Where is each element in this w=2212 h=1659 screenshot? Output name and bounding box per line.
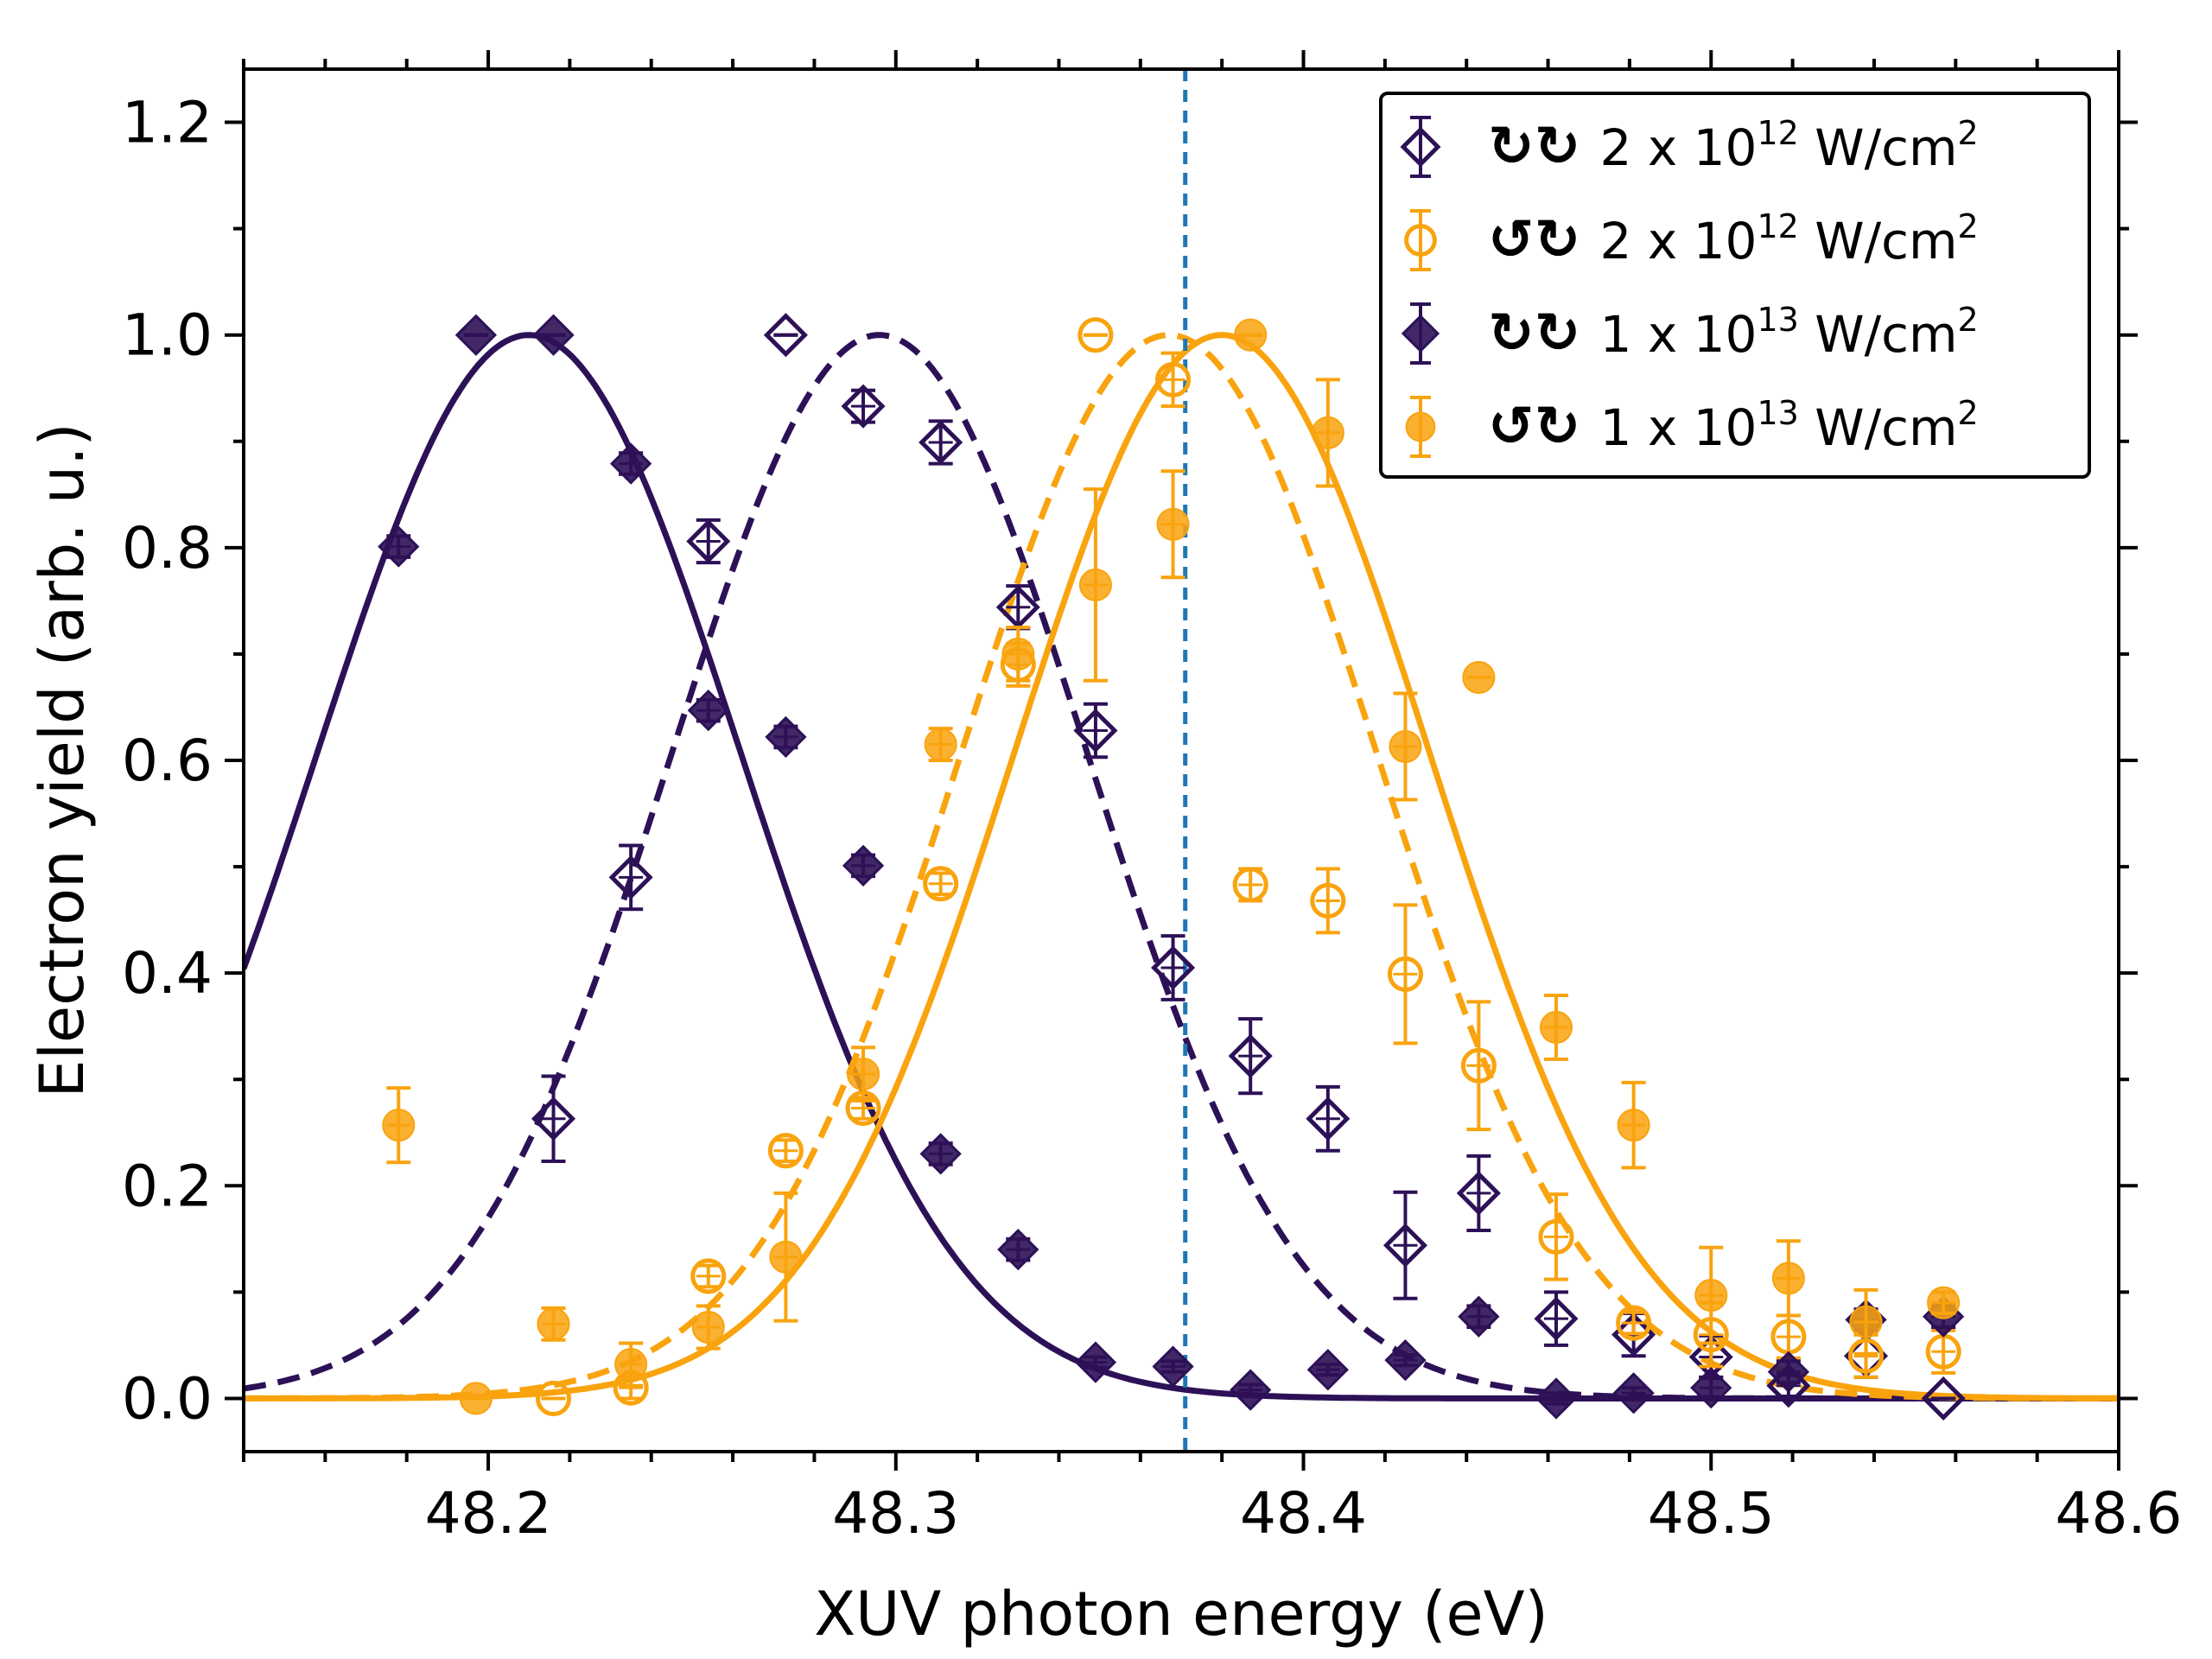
- data-point: [1306, 1096, 1351, 1141]
- data-point: [1155, 361, 1192, 397]
- data-points: [378, 313, 1966, 1421]
- data-point: [1534, 1296, 1579, 1341]
- data-point: [767, 1133, 804, 1169]
- x-tick-labels: 48.2 48.3 48.4 48.5 48.6: [425, 1480, 2183, 1547]
- data-point: [763, 313, 808, 358]
- y-axis-title: Electron yield (arb. u.): [27, 423, 98, 1097]
- legend-entry: ↺↻ 2 x 1012 W/cm2: [1404, 207, 1979, 272]
- data-point: [1228, 1033, 1273, 1078]
- legend-frame: [1379, 92, 2091, 479]
- data-point: [1232, 867, 1268, 903]
- data-point: [1151, 945, 1196, 990]
- y-tick-labels: 0.0 0.2 0.4 0.6 0.8 1.0 1.2: [122, 90, 213, 1433]
- legend-label: ↺↻ 2 x 1012 W/cm2: [1488, 207, 1979, 272]
- y-tick-label: 0.2: [122, 1153, 213, 1219]
- y-tick-label: 0.8: [122, 515, 213, 582]
- data-point: [1456, 1171, 1501, 1216]
- legend-marker: [1404, 224, 1437, 257]
- legend-marker: [1400, 126, 1441, 168]
- x-tick-label: 48.6: [2056, 1480, 2183, 1547]
- series-2: [378, 314, 1965, 1420]
- x-tick-label: 48.4: [1240, 1480, 1367, 1547]
- data-point: [1460, 1047, 1497, 1084]
- data-point: [1073, 709, 1118, 753]
- legend-label: ↺↻ 1 x 1013 W/cm2: [1488, 394, 1979, 459]
- data-point: [531, 1096, 576, 1141]
- legend-entry: ↻↻ 2 x 1012 W/cm2: [1400, 114, 1979, 179]
- x-tick-label: 48.3: [832, 1480, 959, 1547]
- legend-entry: ↺↻ 1 x 1013 W/cm2: [1405, 394, 1979, 459]
- legend: ↻↻ 2 x 1012 W/cm2 ↺↻ 2 x 1012 W/cm2 ↻↻ 1 x…: [1379, 92, 2091, 479]
- data-point: [1387, 956, 1423, 992]
- data-point: [1538, 1218, 1574, 1255]
- y-tick-label: 0.0: [122, 1365, 213, 1432]
- series-3: [382, 318, 1961, 1415]
- data-point: [608, 855, 653, 899]
- axis-ticks: [225, 50, 2138, 1471]
- legend-label: ↻↻ 1 x 1013 W/cm2: [1488, 301, 1979, 365]
- x-axis-title: XUV photon energy (eV): [814, 1579, 1548, 1649]
- legend-marker: [1405, 411, 1436, 442]
- fit-curve-3: [244, 332, 2119, 1402]
- data-point: [1382, 1223, 1427, 1268]
- y-tick-label: 1.0: [122, 302, 213, 369]
- data-point: [690, 1258, 727, 1294]
- y-tick-label: 1.2: [122, 90, 213, 156]
- legend-label: ↻↻ 2 x 1012 W/cm2: [1488, 114, 1979, 179]
- data-point: [535, 1380, 572, 1417]
- data-point: [686, 518, 731, 563]
- legend-entry: ↻↻ 1 x 1013 W/cm2: [1401, 301, 1979, 365]
- data-point: [1616, 1305, 1652, 1341]
- data-point: [1310, 882, 1346, 919]
- fit-curve-1: [244, 332, 2119, 1402]
- data-point: [923, 866, 959, 902]
- series-1: [535, 317, 1961, 1417]
- y-tick-label: 0.6: [122, 728, 213, 794]
- x-tick-label: 48.5: [1648, 1480, 1775, 1547]
- data-point: [1077, 317, 1114, 353]
- x-tick-label: 48.2: [425, 1480, 552, 1547]
- y-tick-label: 0.4: [122, 940, 213, 1007]
- data-point: [1921, 1376, 1966, 1421]
- data-point: [918, 420, 963, 465]
- legend-marker: [1401, 314, 1440, 353]
- data-point: [841, 384, 886, 429]
